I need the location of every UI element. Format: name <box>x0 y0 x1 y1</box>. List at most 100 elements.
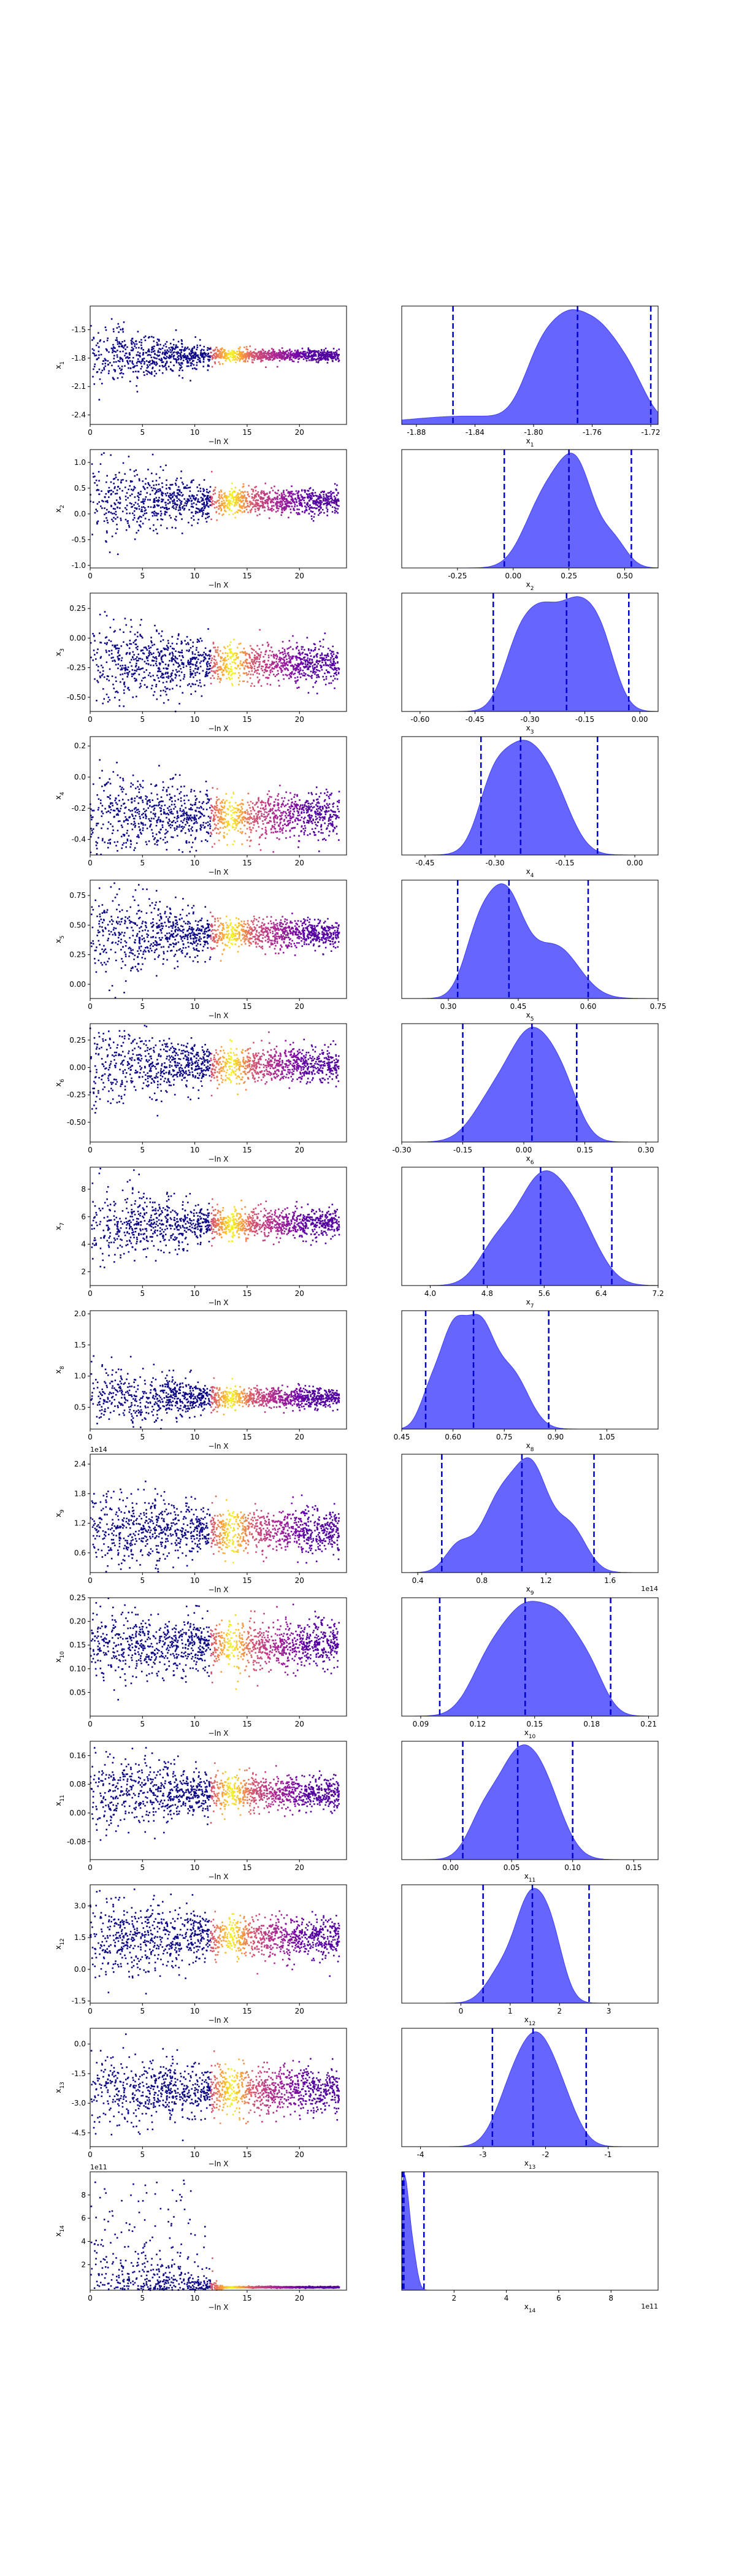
scatter-point <box>117 657 120 659</box>
scatter-point <box>134 672 136 674</box>
scatter-point <box>241 497 243 499</box>
scatter-point <box>277 504 278 507</box>
scatter-point <box>296 501 297 504</box>
scatter-point <box>282 674 285 676</box>
scatter-point <box>189 359 191 361</box>
scatter-point <box>282 356 284 358</box>
scatter-point <box>113 516 115 519</box>
scatter-point <box>263 356 266 358</box>
scatter-point <box>113 331 115 332</box>
scatter-point <box>132 512 134 515</box>
scatter-point <box>298 513 301 515</box>
scatter-point <box>173 364 175 367</box>
scatter-point <box>139 494 140 496</box>
scatter-point <box>161 364 164 367</box>
scatter-point <box>98 354 100 356</box>
scatter-point <box>260 651 263 653</box>
scatter-point <box>236 494 238 496</box>
scatter-point <box>207 358 209 361</box>
scatter-point <box>154 837 156 839</box>
scatter-point <box>150 351 153 353</box>
scatter-point <box>323 838 325 840</box>
scatter-point <box>228 496 230 497</box>
scatter-point <box>228 808 229 811</box>
scatter-point <box>239 360 241 362</box>
scatter-point <box>258 503 259 505</box>
scatter-point <box>121 489 123 492</box>
scatter-point <box>320 359 322 361</box>
scatter-point <box>263 492 266 494</box>
scatter-point <box>293 501 295 503</box>
scatter-point <box>197 667 199 669</box>
scatter-point <box>177 352 180 354</box>
scatter-point <box>239 510 242 512</box>
scatter-point <box>248 501 251 503</box>
scatter-point <box>101 507 103 509</box>
scatter-point <box>324 347 327 350</box>
scatter-point <box>277 680 280 681</box>
scatter-point <box>199 654 202 656</box>
scatter-point <box>101 453 103 456</box>
scatter-point <box>245 653 247 655</box>
scatter-point <box>166 645 168 647</box>
scatter-point <box>196 638 199 640</box>
scatter-point <box>294 672 296 675</box>
scatter-point <box>285 508 287 510</box>
scatter-point <box>124 344 126 347</box>
scatter-point <box>192 356 194 358</box>
scatter-point <box>228 353 229 355</box>
scatter-point <box>221 674 224 677</box>
scatter-point <box>283 656 285 659</box>
scatter-point <box>166 789 168 791</box>
scatter-point <box>140 619 142 621</box>
scatter-point <box>174 348 176 350</box>
scatter-point <box>208 499 210 501</box>
scatter-point <box>314 827 316 830</box>
scatter-point <box>243 354 245 356</box>
scatter-point <box>228 673 229 675</box>
scatter-point <box>161 674 163 677</box>
scatter-point <box>222 799 224 801</box>
scatter-point <box>107 491 110 493</box>
scatter-point <box>118 341 120 343</box>
scatter-point <box>177 509 180 512</box>
scatter-point <box>280 505 282 507</box>
scatter-point <box>194 498 197 500</box>
scatter-point <box>112 491 114 493</box>
scatter-point <box>269 353 270 355</box>
scatter-point <box>329 819 332 821</box>
scatter-point <box>333 657 335 660</box>
scatter-point <box>249 657 251 659</box>
scatter-point <box>156 518 159 521</box>
scatter-point <box>188 521 190 524</box>
scatter-point <box>252 489 255 491</box>
scatter-point <box>132 348 134 350</box>
scatter-point <box>267 797 270 800</box>
scatter-point <box>309 351 311 353</box>
scatter-point <box>271 809 273 811</box>
scatter-point <box>112 618 115 621</box>
kde-frame-1 <box>401 305 659 425</box>
scatter-point <box>193 347 195 349</box>
scatter-point <box>258 356 260 359</box>
scatter-point <box>226 671 228 673</box>
scatter-point <box>220 665 221 668</box>
scatter-point <box>119 372 121 375</box>
scatter-point <box>213 355 215 357</box>
scatter-point <box>296 508 298 510</box>
scatter-point <box>120 481 122 484</box>
scatter-point <box>267 656 270 659</box>
scatter-point <box>280 821 282 824</box>
scatter-point <box>246 352 248 355</box>
scatter-point <box>201 507 204 509</box>
scatter-point <box>256 504 259 507</box>
scatter-point <box>143 336 145 339</box>
scatter-point <box>213 672 215 673</box>
scatter-point <box>162 366 164 368</box>
scatter-point <box>166 492 169 494</box>
scatter-point <box>152 350 155 353</box>
scatter-point <box>320 495 322 497</box>
scatter-point <box>114 370 116 372</box>
scatter-point <box>160 507 162 508</box>
scatter-point <box>229 668 231 670</box>
